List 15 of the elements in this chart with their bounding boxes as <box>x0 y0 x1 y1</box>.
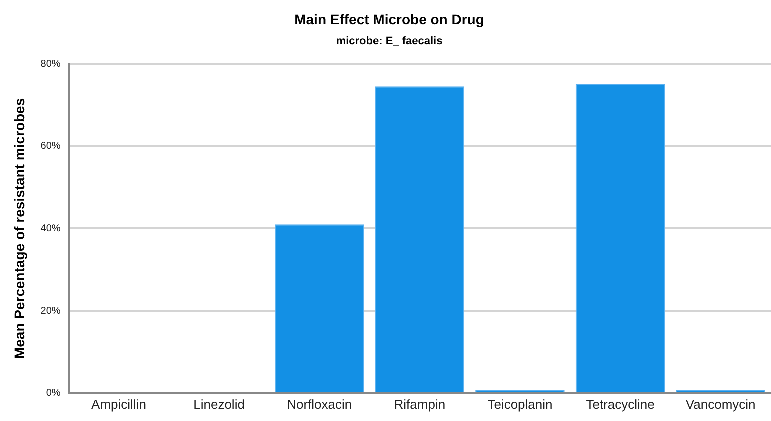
x-tick-label: Linezolid <box>194 396 245 412</box>
y-tick-label: 0% <box>46 388 61 400</box>
x-tick-label: Teicoplanin <box>488 396 553 412</box>
y-axis-title: Mean Percentage of resistant microbes <box>11 98 28 360</box>
y-tick-label: 20% <box>40 306 61 317</box>
x-tick-label: Tetracycline <box>586 396 655 412</box>
x-tick-label: Norfloxacin <box>287 396 352 412</box>
x-tick-label: Ampicillin <box>92 396 146 412</box>
chart-subtitle: microbe: E_ faecalis <box>336 35 443 48</box>
chart-title: Main Effect Microbe on Drug <box>294 11 484 28</box>
y-tick-label: 40% <box>40 223 61 234</box>
y-tick-label: 60% <box>40 141 61 152</box>
x-tick-label: Rifampin <box>394 396 446 412</box>
y-tick-label: 80% <box>40 58 61 70</box>
x-tick-label: Vancomycin <box>686 396 756 412</box>
